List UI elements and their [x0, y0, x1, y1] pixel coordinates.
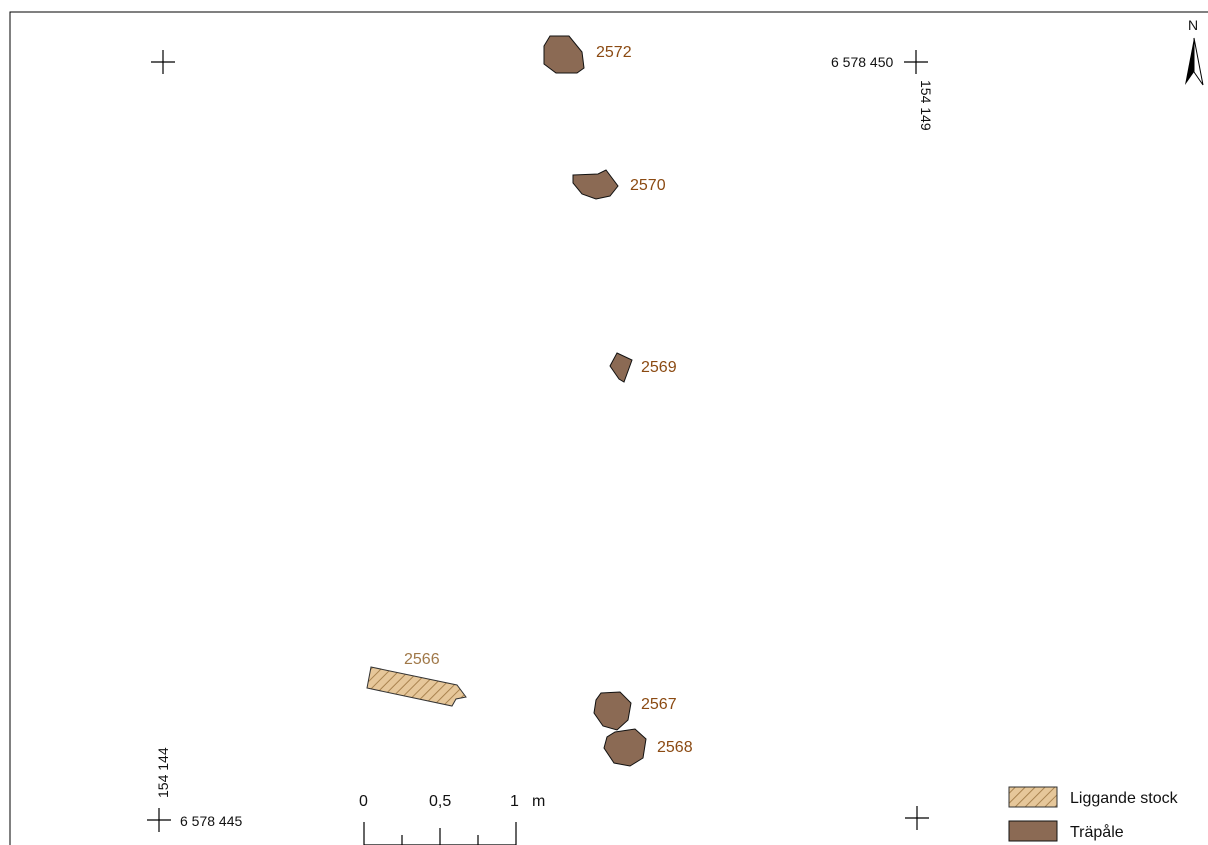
feature-2566-polygon[interactable] [366, 666, 467, 707]
grid-label-ne-east: 154 149 [918, 80, 934, 131]
grid-label-sw-north: 6 578 445 [180, 813, 242, 829]
scale-bar: 0 0,5 1 m [359, 793, 545, 845]
scale-label-unit: m [532, 793, 545, 810]
grid-cross-sw [147, 808, 171, 832]
north-arrow-icon: N [1185, 17, 1204, 86]
scale-label-1: 1 [510, 793, 519, 810]
north-arrow-label: N [1188, 17, 1198, 33]
grid-label-ne-north: 6 578 450 [831, 54, 893, 70]
feature-2570-label: 2570 [630, 177, 666, 194]
feature-2567-label: 2567 [641, 696, 677, 713]
legend-label-trapale: Träpåle [1070, 823, 1124, 841]
feature-2568-label: 2568 [657, 739, 693, 756]
grid-label-sw-east: 154 144 [155, 747, 171, 798]
scale-label-0: 0 [359, 793, 368, 810]
feature-2569-label: 2569 [641, 359, 677, 376]
legend-label-liggande-stock: Liggande stock [1070, 790, 1179, 807]
feature-2572-polygon[interactable] [543, 35, 585, 74]
feature-2572-label: 2572 [596, 44, 632, 61]
grid-cross-nw [151, 50, 175, 74]
feature-2567-polygon[interactable] [593, 691, 632, 731]
feature-2566-label: 2566 [404, 651, 440, 668]
legend-swatch-liggande-stock [1008, 786, 1058, 808]
scale-label-half: 0,5 [429, 793, 451, 810]
grid-cross-se [905, 806, 929, 830]
grid-cross-ne [904, 50, 928, 74]
feature-2570-polygon[interactable] [572, 169, 619, 200]
legend-swatch-trapale [1008, 820, 1058, 842]
map-frame [9, 11, 1208, 845]
feature-2569-polygon[interactable] [609, 352, 633, 383]
legend: Liggande stock Träpåle [1008, 786, 1179, 842]
feature-2568-polygon[interactable] [603, 728, 647, 767]
